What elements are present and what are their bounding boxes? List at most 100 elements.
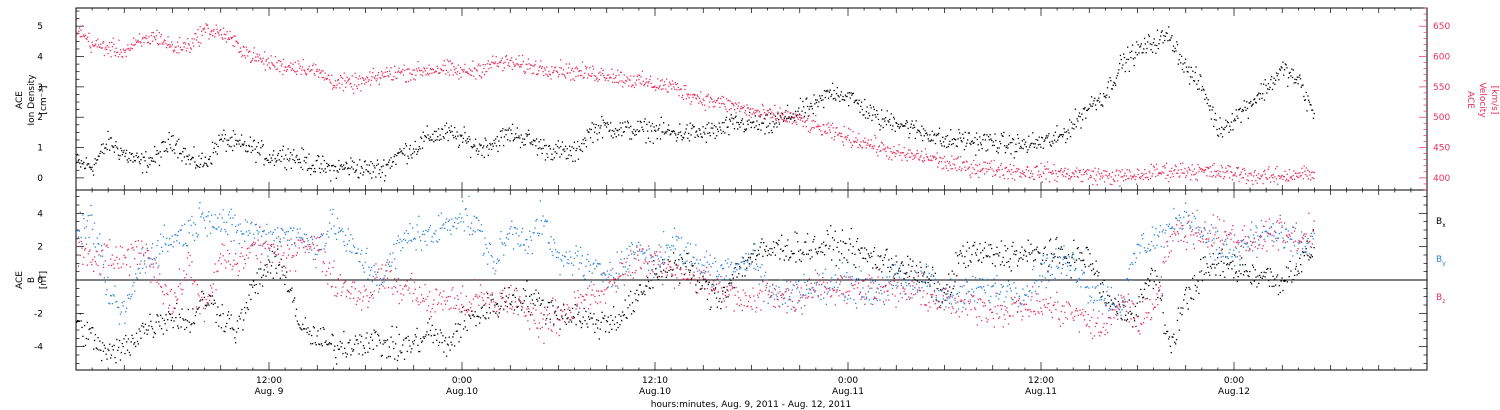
velocity-series-point (481, 71, 483, 73)
velocity-series-point (1144, 169, 1146, 171)
ion-density-series-point (337, 171, 339, 173)
top-y2-tick-label: 450 (1433, 144, 1450, 154)
velocity-series-point (1142, 178, 1144, 181)
velocity-series-point (712, 101, 714, 103)
bx-series-point (328, 341, 331, 344)
velocity-series-point (714, 105, 716, 108)
velocity-series-point (574, 67, 576, 69)
velocity-series-point (1147, 176, 1149, 179)
velocity-series-point (146, 37, 148, 40)
ion-density-series-point (831, 82, 834, 84)
bx-series-point (260, 268, 262, 270)
ion-density-series-point (955, 139, 957, 141)
velocity-series-point (1095, 174, 1098, 176)
bx-series-point (652, 287, 654, 289)
velocity-series-point (282, 73, 284, 76)
ion-density-series-point (219, 138, 222, 141)
velocity-series-point (426, 67, 428, 69)
velocity-series-point (1212, 175, 1215, 177)
velocity-series-point (532, 65, 534, 67)
bx-series-point (998, 255, 1000, 257)
ion-density-series-point (992, 141, 995, 143)
velocity-series-point (738, 102, 740, 104)
velocity-series-point (1235, 175, 1237, 177)
velocity-series-point (296, 70, 299, 72)
velocity-series-point (370, 79, 372, 81)
velocity-series-point (1215, 176, 1217, 178)
velocity-series-point (286, 69, 288, 71)
ion-density-series-point (212, 152, 214, 154)
ion-density-series-point (1061, 134, 1063, 136)
bx-series-point (383, 339, 385, 342)
bx-series-point (581, 323, 583, 325)
velocity-series-point (405, 80, 407, 83)
bx-series-point (1185, 287, 1188, 289)
velocity-series-point (933, 155, 935, 158)
bx-series-point (1204, 256, 1206, 258)
ion-density-series-point (902, 125, 904, 127)
bx-series-point (278, 264, 281, 266)
ion-density-series-point (819, 97, 822, 99)
bx-series-point (86, 321, 88, 324)
velocity-series-point (397, 70, 399, 72)
ion-density-series-point (1148, 35, 1151, 38)
velocity-series-point (910, 152, 913, 154)
bx-series-point (460, 336, 462, 338)
velocity-series-point (991, 168, 993, 170)
bx-series-point (571, 321, 573, 323)
ion-density-series-point (1156, 29, 1159, 31)
ion-density-series-point (680, 135, 682, 137)
velocity-series-point (1000, 164, 1002, 167)
velocity-series-point (1079, 171, 1081, 173)
velocity-series-point (185, 50, 187, 52)
ion-density-series-point (900, 123, 902, 125)
velocity-series-point (859, 144, 861, 146)
bx-series-point (1130, 313, 1132, 316)
velocity-series-point (815, 126, 818, 128)
velocity-series-point (746, 104, 748, 106)
ion-density-series-point (429, 136, 432, 138)
ion-density-series-point (598, 132, 600, 134)
velocity-series-point (800, 114, 802, 116)
ion-density-series-point (208, 158, 210, 160)
ion-density-series-point (624, 121, 626, 123)
velocity-series-point (869, 145, 871, 148)
ion-density-series-point (478, 143, 481, 145)
velocity-series-point (717, 98, 719, 100)
velocity-series-point (489, 63, 492, 66)
velocity-series-point (956, 170, 958, 172)
velocity-series-point (1098, 168, 1100, 170)
velocity-series-point (819, 125, 821, 127)
velocity-series-point (942, 157, 944, 160)
velocity-series-point (375, 75, 377, 77)
velocity-series-point (701, 104, 704, 106)
ion-density-series-point (882, 126, 884, 129)
velocity-series-point (196, 36, 198, 38)
velocity-series-point (872, 148, 875, 150)
bx-series-point (489, 312, 491, 314)
ion-density-series-point (813, 94, 815, 96)
velocity-series-point (937, 166, 939, 168)
velocity-series-point (986, 162, 989, 164)
velocity-series-point (1240, 171, 1242, 173)
bx-series-point (523, 300, 525, 302)
velocity-series-point (584, 65, 587, 67)
bx-series-point (971, 253, 973, 256)
velocity-series-point (157, 44, 160, 46)
bx-series-point (782, 250, 785, 252)
velocity-series-point (336, 84, 338, 86)
bx-series-point (923, 271, 926, 273)
bx-series-point (819, 246, 821, 248)
ion-density-series-point (1217, 135, 1220, 137)
ion-density-series-point (468, 136, 470, 138)
velocity-series-point (1138, 169, 1140, 171)
bx-series-point (772, 251, 774, 254)
bx-series-point (1159, 297, 1162, 299)
velocity-series-point (548, 70, 550, 73)
bx-series-point (918, 281, 920, 283)
ion-density-series-point (435, 130, 437, 133)
ion-density-series-point (704, 133, 706, 135)
velocity-series-point (722, 102, 724, 104)
ion-density-series-point (145, 151, 147, 153)
bx-series-point (565, 323, 567, 325)
